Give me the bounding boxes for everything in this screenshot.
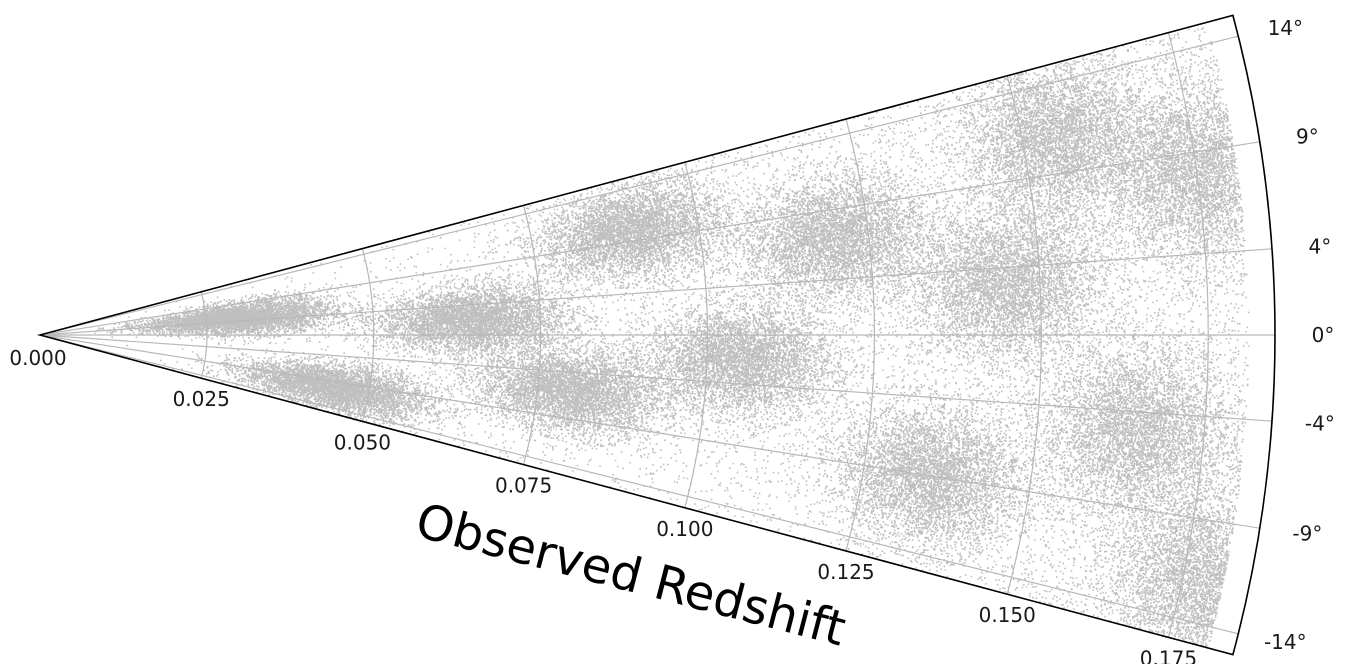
- grid-ray-0: [39, 35, 1239, 336]
- r-tick-label-6: 0.150: [979, 603, 1036, 627]
- r-tick-label-3: 0.075: [495, 474, 552, 498]
- theta-tick-label-4: -4°: [1305, 412, 1335, 436]
- theta-tick-label-1: 9°: [1296, 124, 1319, 148]
- r-tick-label-7: 0.175: [1140, 646, 1197, 664]
- wedge-frame: [36, 14, 1276, 656]
- theta-tick-label-5: -9°: [1292, 522, 1322, 546]
- theta-tick-label-6: -14°: [1264, 630, 1307, 654]
- wedge-outline: [36, 14, 1276, 656]
- grid-lines: [39, 32, 1275, 638]
- grid-ray-4: [39, 334, 1273, 422]
- grid-ray-1: [39, 141, 1260, 336]
- r-tick-label-0: 0.000: [9, 346, 66, 370]
- grid-ray-6: [39, 334, 1239, 635]
- r-tick-label-2: 0.050: [334, 430, 391, 454]
- theta-tick-label-0: 14°: [1268, 16, 1303, 40]
- r-axis-title: Observed Redshift: [410, 493, 851, 658]
- grid-ray-5: [39, 334, 1260, 529]
- scatter-point-cloud: [92, 27, 1250, 649]
- scatter-points: [92, 27, 1250, 649]
- tick-labels: 0.000 0.025 0.050 0.075 0.100 0.125 0.150 0.175…: [9, 16, 1335, 664]
- theta-tick-label-3: 0°: [1312, 323, 1335, 347]
- grid-ray-2: [39, 248, 1273, 336]
- r-tick-label-1: 0.025: [173, 387, 230, 411]
- theta-tick-label-2: 4°: [1309, 234, 1332, 258]
- r-tick-label-4: 0.100: [656, 517, 713, 541]
- r-tick-label-5: 0.125: [817, 560, 874, 584]
